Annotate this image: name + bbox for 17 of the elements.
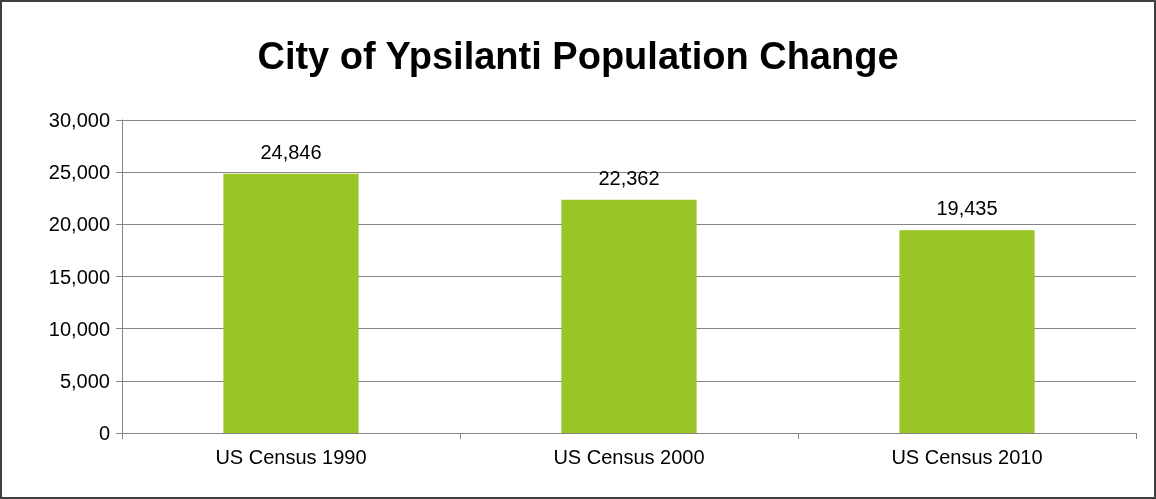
- y-tick-label: 20,000: [48, 213, 110, 236]
- y-tick-label: 0: [98, 422, 110, 444]
- data-label: 22,362: [598, 166, 660, 189]
- bar: [223, 173, 359, 433]
- y-tick-label: 25,000: [48, 161, 110, 184]
- y-tick-label: 15,000: [48, 265, 110, 288]
- data-label: 19,435: [936, 197, 998, 220]
- x-tick-label: US Census 2000: [553, 446, 705, 468]
- y-tick-label: 10,000: [48, 317, 110, 340]
- x-tick-label: US Census 1990: [215, 446, 367, 468]
- y-tick-label: 30,000: [48, 109, 110, 131]
- bar: [899, 230, 1035, 433]
- bar: [561, 199, 697, 433]
- x-tick-label: US Census 2010: [891, 446, 1043, 468]
- y-tick-label: 5,000: [59, 369, 110, 392]
- data-label: 24,846: [260, 140, 322, 163]
- chart-title: City of Ypsilanti Population Change: [257, 35, 899, 77]
